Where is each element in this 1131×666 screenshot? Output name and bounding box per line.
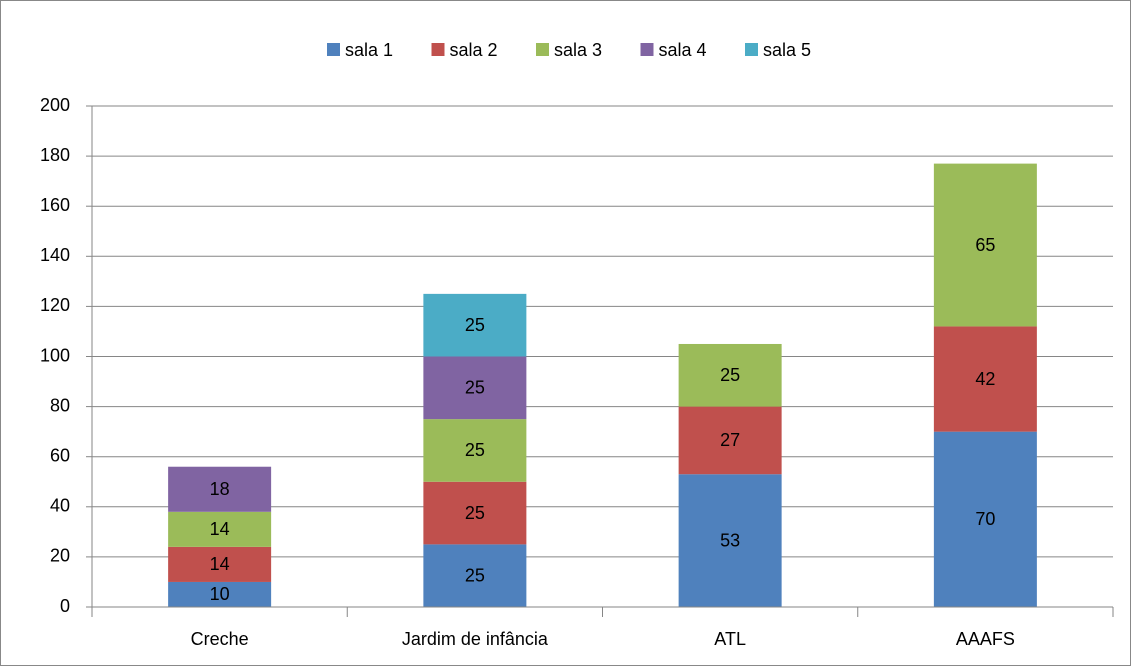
bar-segment (423, 544, 527, 607)
data-label: 25 (465, 378, 485, 398)
y-tick-label: 200 (40, 95, 70, 115)
y-tick-label: 80 (50, 395, 70, 415)
legend-label: sala 3 (554, 40, 602, 60)
y-tick-label: 100 (40, 345, 70, 365)
bar-segment (168, 511, 272, 547)
y-tick-label: 20 (50, 546, 70, 566)
bar-segment (168, 546, 272, 582)
bar-segment (423, 293, 527, 357)
y-tick-label: 160 (40, 195, 70, 215)
data-label: 25 (465, 503, 485, 523)
legend-swatch (536, 43, 549, 56)
data-label: 14 (210, 554, 230, 574)
y-tick-label: 180 (40, 145, 70, 165)
bar-segment (168, 581, 272, 607)
x-tick-label: ATL (714, 629, 746, 649)
bar-segment (933, 163, 1037, 327)
bar-segment (423, 356, 527, 420)
data-label: 25 (465, 565, 485, 585)
bar-segment (168, 466, 272, 512)
data-label: 25 (720, 365, 740, 385)
y-tick-label: 40 (50, 496, 70, 516)
data-label: 53 (720, 530, 740, 550)
x-tick-label: Creche (191, 629, 249, 649)
bar-segment (933, 326, 1037, 432)
y-tick-label: 0 (60, 596, 70, 616)
y-tick-label: 120 (40, 295, 70, 315)
data-label: 10 (210, 584, 230, 604)
x-tick-label: Jardim de infância (402, 629, 549, 649)
bar-segment (678, 474, 782, 607)
bar-segment (678, 343, 782, 407)
bar-segment (933, 431, 1037, 607)
legend-label: sala 2 (450, 40, 498, 60)
y-tick-label: 140 (40, 245, 70, 265)
data-label: 70 (975, 509, 995, 529)
data-label: 25 (465, 315, 485, 335)
data-label: 65 (975, 235, 995, 255)
legend-swatch (745, 43, 758, 56)
data-label: 18 (210, 479, 230, 499)
data-label: 27 (720, 430, 740, 450)
legend-label: sala 4 (659, 40, 707, 60)
legend-swatch (431, 43, 445, 56)
bar-segment (423, 481, 527, 545)
legend-label: sala 5 (763, 40, 811, 60)
data-label: 14 (210, 519, 230, 539)
bar-segment (423, 419, 527, 482)
x-tick-label: AAAFS (956, 629, 1015, 649)
y-tick-label: 60 (50, 445, 70, 465)
data-label: 25 (465, 440, 485, 460)
legend-swatch (640, 43, 654, 56)
legend-swatch (327, 43, 340, 56)
bar-segment (678, 406, 782, 475)
legend-label: sala 1 (345, 40, 393, 60)
data-label: 42 (975, 369, 995, 389)
